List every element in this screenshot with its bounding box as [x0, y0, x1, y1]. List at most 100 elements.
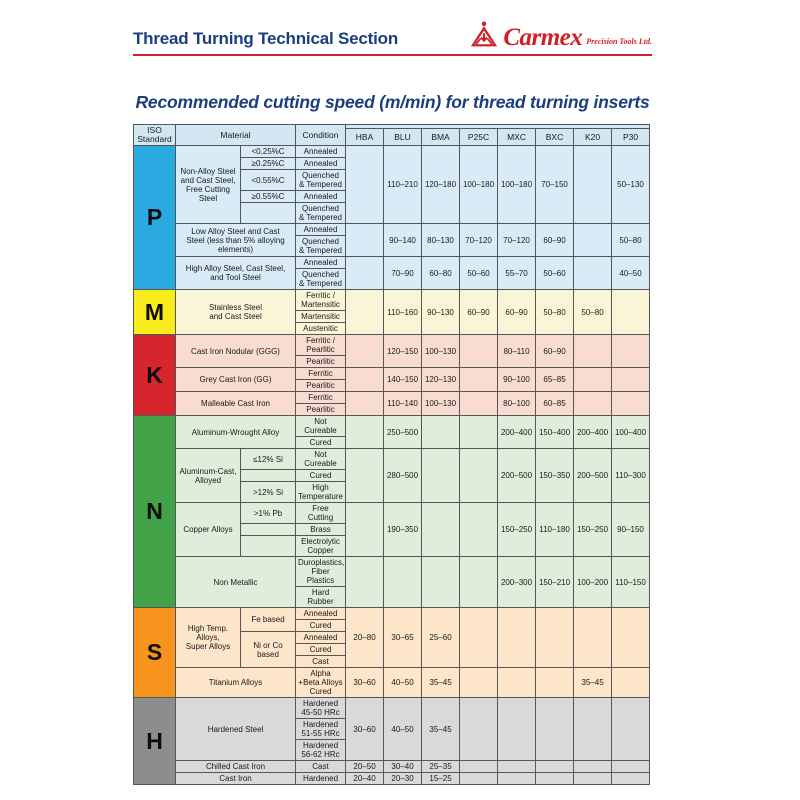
speed-value [535, 697, 575, 761]
speed-value [421, 448, 461, 503]
speed-value [611, 607, 651, 668]
table-row: H Hardened Steel Hardened 45-50 HRc 30–60 40… [133, 697, 651, 785]
table-row: Malleable Cast Iron Ferritic 110–140 100–13… [134, 391, 651, 416]
speed-value: 120–150 [383, 334, 423, 368]
table-row: Cured [134, 643, 650, 656]
speed-value: 120–180 [421, 145, 461, 224]
speed-value [573, 760, 613, 773]
speed-value [421, 415, 461, 449]
speed-value: 80–100 [497, 391, 537, 416]
speed-value: 25–35 [421, 760, 461, 773]
speed-value [573, 256, 613, 290]
speed-value [459, 415, 499, 449]
speed-value [611, 772, 651, 785]
condition: Ferritic [295, 367, 347, 380]
condition: High Temperature [295, 481, 347, 503]
condition: Not Cureable [295, 415, 347, 437]
speed-value: 100–180 [459, 145, 499, 224]
table-row: ≥0.55%C Annealed [134, 190, 650, 203]
speed-value: 200–300 [497, 556, 537, 608]
material-name: Aluminum-Wrought Alloy [174, 415, 297, 449]
speed-value [611, 334, 651, 368]
speed-value: 60–90 [497, 289, 537, 335]
table-row: HBA BLU BMA P25C MXC BXC K20 P30 [134, 128, 651, 146]
speed-value [459, 334, 499, 368]
condition: Cast [295, 655, 347, 668]
table-row: Brass [134, 523, 650, 536]
speed-value: 110–140 [383, 391, 423, 416]
speed-value [345, 145, 385, 224]
speed-value: 20–80 [345, 607, 385, 668]
speed-value: 55–70 [497, 256, 537, 290]
speed-value [611, 289, 651, 335]
condition: Quenched & Tempered [295, 202, 347, 224]
speed-value: 100–130 [421, 391, 461, 416]
speed-value: 60–80 [421, 256, 461, 290]
speed-value: 250–500 [383, 415, 423, 449]
table-row: Ni or Co based Annealed [134, 631, 650, 668]
table-row: Titanium Alloys Alpha +Beta Alloys Cured 3… [134, 667, 651, 698]
condition: Cured [295, 436, 347, 449]
speed-value [573, 391, 613, 416]
condition: Annealed [295, 256, 347, 269]
speed-value [459, 667, 499, 698]
col-header-hba: HBA [345, 128, 385, 146]
material-subtype: ≤12% Si [239, 448, 297, 470]
material-name: Aluminum-Cast, Alloyed [175, 448, 241, 503]
speed-value: 90–150 [611, 502, 651, 557]
col-header-bma: BMA [421, 128, 461, 146]
condition: Ferritic [295, 391, 347, 404]
speed-value: 30–40 [383, 760, 423, 773]
speed-value [345, 502, 385, 557]
speed-value [345, 256, 385, 290]
table-row: High Alloy Steel, Cast Steel, and Tool S… [134, 256, 651, 290]
speed-value: 50–80 [611, 223, 651, 257]
speed-value [611, 697, 651, 761]
speed-value [497, 667, 537, 698]
condition: Pearlitic [295, 379, 347, 392]
condition: Annealed [295, 631, 347, 644]
carmex-triangle-icon [471, 21, 498, 47]
col-header-condition: Condition [295, 124, 347, 146]
speed-value: 150–250 [497, 502, 537, 557]
material-subtype [239, 535, 297, 557]
iso-label-n: N [133, 415, 176, 608]
table-row: Pearlitic [134, 355, 650, 368]
speed-value [345, 391, 385, 416]
speed-value [535, 772, 575, 785]
speed-value [459, 391, 499, 416]
speed-value: 90–140 [383, 223, 423, 257]
table-row: Quenched & Tempered [134, 235, 650, 257]
speed-value: 100–200 [573, 556, 613, 608]
col-header-p25c: P25C [459, 128, 499, 146]
material-name: High Temp. Alloys, Super Alloys [175, 607, 241, 668]
speed-value: 140–150 [383, 367, 423, 392]
condition: Annealed [295, 607, 347, 620]
condition: Annealed [295, 157, 347, 170]
speed-value [345, 556, 385, 608]
speed-value [383, 556, 423, 608]
table-row: Cast Iron Hardened 20–40 20–30 15–25 [134, 772, 651, 785]
speed-value: 190–350 [383, 502, 423, 557]
table-row: P Non-Alloy Steel and Cast Steel, Free Cu… [133, 145, 651, 290]
speed-value: 70–120 [497, 223, 537, 257]
condition: Ferritic / Martensitic [295, 289, 347, 311]
material-subtype [239, 202, 297, 224]
speed-value [497, 607, 537, 668]
speed-value [459, 760, 499, 773]
speed-value [459, 367, 499, 392]
material-subtype: Ni or Co based [239, 631, 297, 668]
speed-value: 65–85 [535, 367, 575, 392]
material-subtype: >1% Pb [239, 502, 297, 524]
material-name: Low Alloy Steel and Cast Steel (less tha… [174, 223, 297, 257]
speed-value [497, 697, 537, 761]
material-name: Non-Alloy Steel and Cast Steel, Free Cut… [175, 145, 241, 224]
speed-value [611, 391, 651, 416]
speed-value: 50–130 [611, 145, 651, 224]
condition: Free Cutting [295, 502, 347, 524]
speed-value: 35–45 [421, 697, 461, 761]
condition: Annealed [295, 223, 347, 236]
speed-value [345, 367, 385, 392]
table-row: Quenched & Tempered [134, 202, 650, 224]
speed-value: 30–60 [345, 697, 385, 761]
